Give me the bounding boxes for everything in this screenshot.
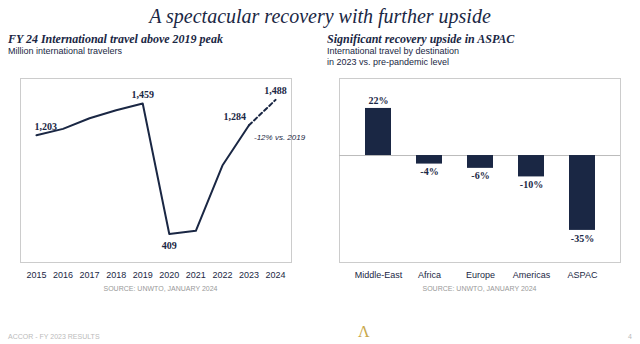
svg-text:-4%: -4%: [420, 166, 438, 177]
svg-text:-10%: -10%: [520, 179, 543, 190]
svg-text:2015: 2015: [26, 270, 46, 280]
html-text:Λ: Λ: [358, 323, 370, 340]
svg-text:1,459: 1,459: [131, 89, 154, 100]
svg-text:409: 409: [162, 240, 177, 251]
svg-text:1,284: 1,284: [223, 111, 246, 122]
svg-text:Europe: Europe: [466, 270, 495, 280]
svg-text:2020: 2020: [159, 270, 179, 280]
html-text:FY 24 International travel abo: FY 24 International travel above 2019 pe…: [8, 32, 223, 46]
svg-text:2024: 2024: [266, 270, 286, 280]
svg-text:Africa: Africa: [418, 270, 441, 280]
html-text:Million international traveler: Million international travelers: [8, 46, 123, 56]
html-text:ACCOR - FY 2023 RESULTS: ACCOR - FY 2023 RESULTS: [8, 333, 100, 340]
svg-text:ASPAC: ASPAC: [568, 270, 598, 280]
svg-text:1,488: 1,488: [264, 85, 287, 96]
html-text:SOURCE: UNWTO, JANUARY 2024: SOURCE: UNWTO, JANUARY 2024: [422, 285, 537, 292]
svg-text:2023: 2023: [239, 270, 259, 280]
svg-text:2016: 2016: [53, 270, 73, 280]
svg-text:-12% vs. 2019: -12% vs. 2019: [254, 133, 306, 142]
svg-text:-35%: -35%: [571, 233, 594, 244]
svg-text:2022: 2022: [212, 270, 232, 280]
svg-text:-6%: -6%: [471, 170, 489, 181]
svg-text:Americas: Americas: [513, 270, 551, 280]
html-text:A spectacular recovery with fu: A spectacular recovery with further upsi…: [149, 5, 491, 27]
svg-text:2021: 2021: [186, 270, 206, 280]
svg-text:2017: 2017: [80, 270, 100, 280]
html-text:Significant recovery upside in: Significant recovery upside in ASPAC: [327, 32, 515, 46]
svg-text:Middle-East: Middle-East: [355, 270, 403, 280]
html-text:4: 4: [628, 333, 632, 340]
svg-text:1,203: 1,203: [34, 121, 57, 132]
html-text:International travel by destin: International travel by destination: [327, 46, 460, 56]
svg-text:2019: 2019: [133, 270, 153, 280]
html-text:SOURCE: UNWTO, JANUARY 2024: SOURCE: UNWTO, JANUARY 2024: [103, 285, 218, 292]
svg-text:22%: 22%: [369, 95, 389, 106]
html-text:in 2023 vs. pre-pandemic level: in 2023 vs. pre-pandemic level: [327, 57, 450, 67]
svg-text:2018: 2018: [106, 270, 126, 280]
